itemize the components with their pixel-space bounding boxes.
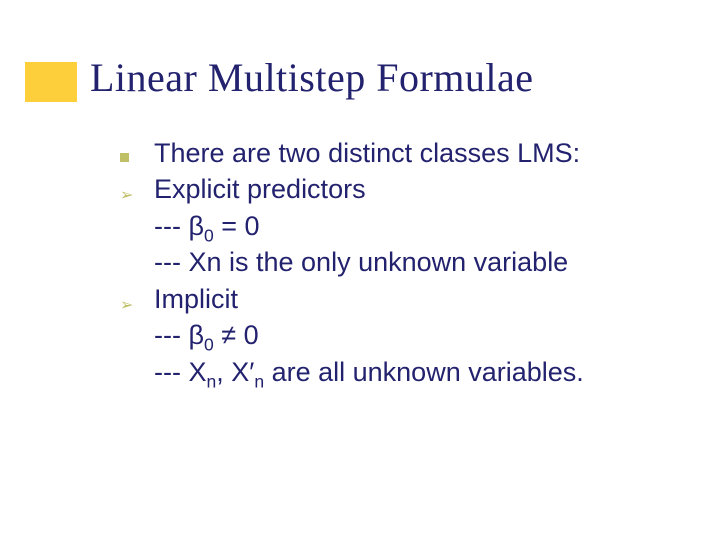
body-text: --- Xn is the only unknown variable <box>154 244 680 280</box>
body-line: ➢ Explicit predictors <box>120 171 680 207</box>
bullet: ➢ <box>120 183 154 205</box>
slide: Linear Multistep Formulae There are two … <box>0 0 720 540</box>
body-line: There are two distinct classes LMS: <box>120 135 680 171</box>
body-line: --- β0 ≠ 0 <box>120 317 680 353</box>
slide-title: Linear Multistep Formulae <box>90 54 534 101</box>
slide-body: There are two distinct classes LMS: ➢ Expl… <box>120 135 680 390</box>
body-text: Implicit <box>154 281 680 317</box>
body-line: --- Xn, X′n are all unknown variables. <box>120 354 680 390</box>
square-bullet-icon <box>120 153 129 162</box>
body-text: There are two distinct classes LMS: <box>154 135 680 171</box>
body-text: --- β0 = 0 <box>154 208 680 244</box>
arrow-bullet-icon: ➢ <box>120 295 133 317</box>
body-text: --- Xn, X′n are all unknown variables. <box>154 354 680 390</box>
body-line: --- Xn is the only unknown variable <box>120 244 680 280</box>
title-accent-block <box>25 62 77 102</box>
arrow-bullet-icon: ➢ <box>120 185 133 207</box>
bullet: ➢ <box>120 293 154 315</box>
body-line: --- β0 = 0 <box>120 208 680 244</box>
body-text: Explicit predictors <box>154 171 680 207</box>
body-line: ➢ Implicit <box>120 281 680 317</box>
bullet <box>120 153 154 162</box>
body-text: --- β0 ≠ 0 <box>154 317 680 353</box>
